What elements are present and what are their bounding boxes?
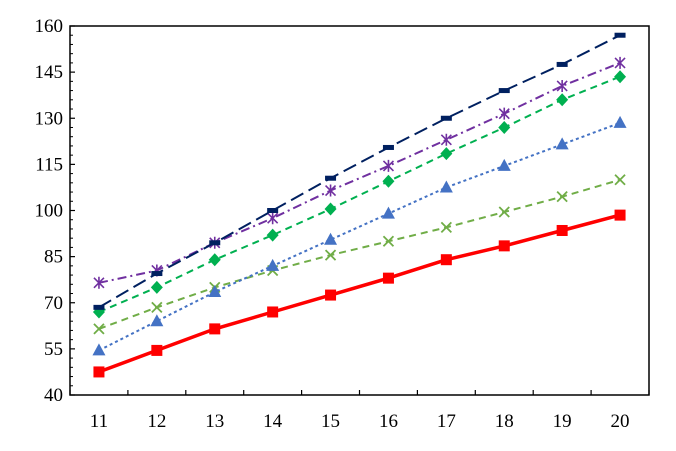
data-point-triangle: [150, 314, 164, 327]
data-point-asterisk: [556, 79, 568, 92]
data-point-x: [382, 235, 395, 247]
data-point-x: [440, 221, 452, 234]
series-line: [98, 34, 621, 309]
x-tick-label: 17: [437, 411, 456, 432]
x-tick-label: 14: [263, 411, 283, 432]
series-line: [98, 178, 621, 330]
data-point-asterisk: [267, 212, 279, 225]
data-point-asterisk: [382, 159, 395, 172]
data-point-asterisk: [324, 184, 337, 197]
data-point-square: [209, 323, 221, 335]
data-point-dash: [151, 271, 163, 277]
data-point-x: [498, 206, 510, 218]
data-point-x: [556, 191, 568, 203]
x-tick-label: 13: [205, 411, 224, 432]
series-layer: [92, 32, 627, 378]
data-point-triangle: [497, 158, 511, 171]
series-line: [98, 61, 621, 284]
data-point-dash: [614, 32, 626, 38]
axes: [69, 25, 650, 396]
data-point-dash: [440, 115, 452, 121]
data-point-triangle: [381, 206, 395, 219]
x-tick-label: 19: [553, 411, 572, 432]
data-point-triangle: [92, 343, 106, 356]
series-6: [93, 32, 626, 310]
data-point-diamond: [440, 147, 453, 161]
data-point-triangle: [555, 137, 569, 150]
data-point-diamond: [556, 93, 569, 107]
data-point-diamond: [208, 253, 221, 267]
data-point-square: [556, 224, 568, 236]
data-point-triangle: [613, 115, 627, 128]
data-point-x: [151, 301, 163, 313]
y-tick-label: 130: [35, 108, 64, 129]
data-point-triangle: [324, 232, 338, 245]
data-point-triangle: [439, 180, 453, 193]
data-point-diamond: [266, 228, 279, 242]
series-line: [98, 75, 621, 313]
data-point-dash: [382, 144, 394, 150]
x-tick-label: 15: [321, 411, 340, 432]
data-point-diamond: [382, 174, 395, 188]
data-point-diamond: [498, 120, 511, 134]
series-2: [93, 174, 626, 335]
data-point-asterisk: [498, 107, 510, 120]
y-tick-label: 40: [44, 385, 63, 406]
x-tick-label: 12: [147, 411, 166, 432]
data-point-diamond: [324, 202, 337, 216]
data-point-square: [382, 272, 394, 284]
tick-labels: 40 55 70 85 100 115 130 145 160 11 12 13 14 15 16 17 18 1…: [35, 16, 630, 432]
series-line: [98, 121, 621, 352]
data-point-dash: [325, 175, 337, 181]
y-tick-label: 85: [44, 247, 63, 268]
data-point-diamond: [614, 70, 627, 84]
y-tick-label: 55: [44, 339, 63, 360]
data-point-triangle: [208, 284, 222, 297]
y-tick-label: 115: [35, 154, 63, 175]
x-tick-label: 11: [90, 411, 108, 432]
data-point-x: [93, 323, 105, 335]
data-point-square: [498, 240, 510, 252]
data-point-dash: [209, 240, 221, 246]
y-tick-label: 100: [35, 201, 64, 222]
data-point-diamond: [150, 280, 163, 294]
series-5: [93, 56, 626, 289]
y-tick-label: 145: [35, 62, 64, 83]
data-point-square: [614, 209, 626, 221]
series-1: [93, 209, 626, 378]
series-line: [98, 213, 621, 374]
x-tick-label: 18: [495, 411, 514, 432]
series-3: [92, 115, 627, 356]
data-point-dash: [93, 304, 105, 310]
x-tick-label: 16: [379, 411, 398, 432]
data-point-x: [614, 174, 626, 186]
data-point-x: [324, 249, 337, 261]
data-point-asterisk: [614, 56, 626, 69]
data-point-triangle: [266, 258, 280, 271]
data-point-asterisk: [440, 133, 452, 146]
data-point-square: [93, 366, 105, 378]
data-point-asterisk: [93, 276, 105, 289]
y-tick-label: 160: [35, 16, 64, 37]
data-point-dash: [498, 88, 510, 94]
data-point-square: [325, 289, 337, 301]
x-tick-label: 20: [611, 411, 630, 432]
data-point-dash: [267, 208, 279, 213]
data-point-square: [267, 306, 279, 318]
data-point-square: [440, 254, 452, 266]
data-point-square: [151, 344, 163, 356]
y-tick-label: 70: [44, 293, 63, 314]
data-point-dash: [556, 61, 568, 67]
series-4: [92, 70, 627, 319]
